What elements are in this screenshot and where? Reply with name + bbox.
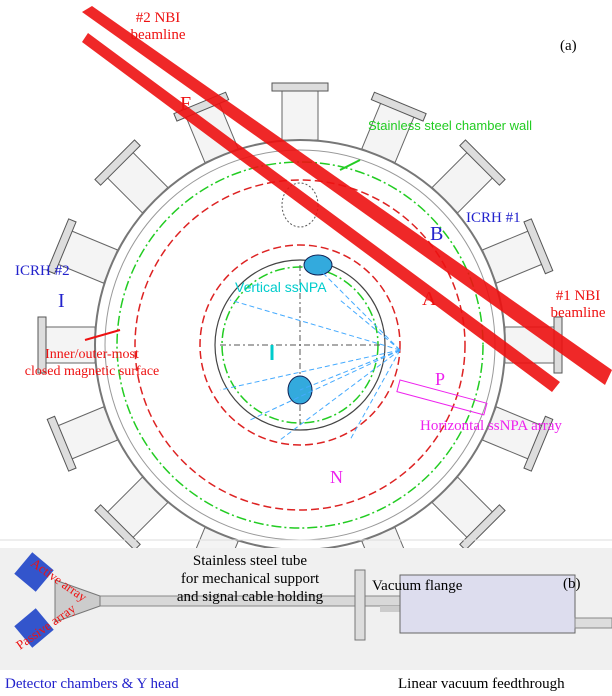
port-label: P	[435, 369, 445, 389]
vertical-label: Vertical ssNPA	[235, 279, 327, 295]
port-label: N	[330, 467, 343, 487]
line: #1 NBI	[556, 288, 601, 304]
line: beamline	[551, 305, 606, 321]
line: Inner/outer-most	[45, 347, 139, 362]
icrh-label: ICRH #2	[15, 263, 70, 279]
figure: (a) #2 NBIbeamline Stainless steel chamb…	[0, 0, 612, 696]
port-flange	[272, 83, 328, 91]
detector-label: Detector chambers & Y head	[5, 676, 179, 692]
line: closed magnetic surface	[25, 364, 160, 379]
port-label: F	[180, 93, 191, 115]
panel-tag: (a)	[560, 38, 577, 54]
panel-tag: (b)	[563, 576, 581, 592]
port-label: I	[58, 290, 65, 312]
icrh-label: ICRH #1	[466, 210, 521, 226]
chamber-label: Stainless steel chamber wall	[368, 118, 532, 133]
line: and signal cable holding	[177, 589, 324, 605]
port	[282, 90, 318, 140]
line: beamline	[131, 27, 186, 43]
feedthrough-label: Linear vacuum feedthrough	[398, 676, 565, 692]
line: #2 NBI	[136, 10, 181, 26]
horizontal-label: Horizontal ssNPA array	[420, 418, 562, 434]
flange-label: Vacuum flange	[372, 578, 463, 594]
port-label: A	[422, 288, 437, 310]
line: for mechanical support	[181, 571, 320, 587]
line: Stainless steel tube	[193, 553, 307, 569]
port-label: B	[430, 223, 443, 245]
tube-label: Stainless steel tube for mechanical suppo…	[177, 553, 324, 605]
